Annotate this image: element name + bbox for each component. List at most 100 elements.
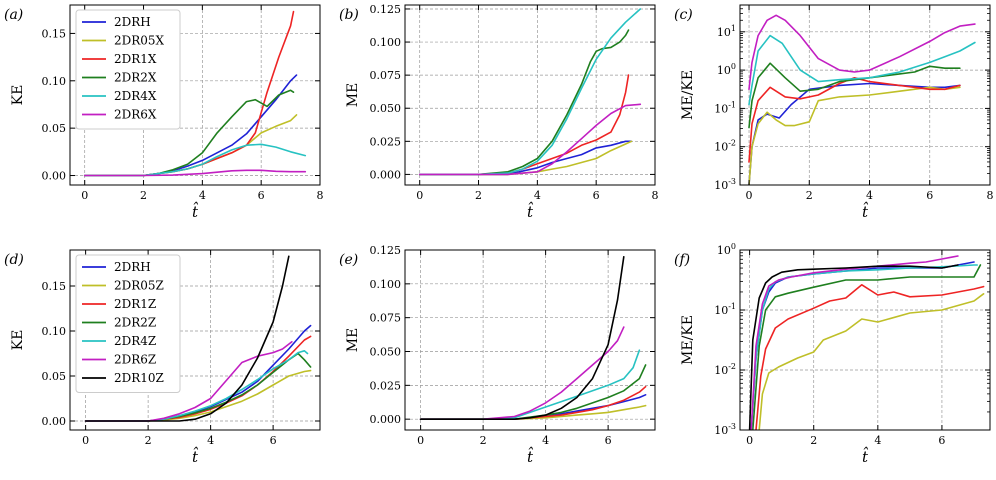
legend-entry: 2DR6X [114,108,157,122]
y-tick-label: 0.125 [370,3,402,16]
plot-frame [69,249,321,431]
legend-entry: 2DRH [114,15,151,29]
y-tick-label: 0.000 [370,168,402,181]
y-tick-label: 101 [717,24,736,39]
legend-box [75,254,181,393]
legend-entry: 2DR4Z [114,334,156,348]
x-tick-label: 6 [605,434,612,447]
series-2dr1x [748,77,961,163]
y-tick-label: 0.025 [370,135,402,148]
x-tick-label: 2 [145,434,152,447]
series-2dr10z [419,256,625,420]
series-2dr2x [418,29,630,176]
panel-label: (a) [4,7,23,23]
legend-entry: 2DR6Z [114,353,156,367]
y-axis-label: KE [10,330,26,351]
y-tick-label: 0.05 [42,122,67,135]
x-tick-label: 6 [593,189,600,202]
y-tick-label: 100 [717,62,736,77]
series-2dr05x [418,140,633,176]
y-tick-label: 10-2 [714,362,736,377]
y-tick-label: 0.00 [42,170,67,183]
panel-c: 0 2 4 6 8 10-3 10-2 10-1 100 101 ME/KE t̂ (c) [674,4,994,221]
series-2dr1z [755,284,985,430]
legend-entry: 2DR4X [114,89,157,103]
series-2dr2z [752,264,982,430]
plot-frame [69,4,321,186]
panel-label: (f) [674,252,690,268]
x-tick-label: 2 [806,189,813,202]
panel-label: (b) [339,7,359,23]
y-tick-label: 0.075 [370,312,402,325]
x-tick-label: 0 [417,434,424,447]
panel-e: 0 2 4 6 0.000 0.025 0.050 0.075 0.100 0.125 ME t̂ (e… [339,244,656,466]
x-tick-label: 6 [258,189,265,202]
y-tick-label: 0.15 [42,27,67,40]
y-tick-label: 0.100 [370,278,402,291]
y-tick-label: 10-3 [714,422,736,437]
legend-entry: 2DR05X [114,34,165,48]
y-tick-label: 0.125 [370,244,402,257]
plot-frame [404,249,656,431]
y-tick-label: 0.050 [370,346,402,359]
y-tick-label: 0.10 [42,75,67,88]
legend-entry: 2DR1X [114,52,157,66]
legend-entry: 2DR1Z [114,297,156,311]
panel-label: (e) [339,252,358,268]
x-tick-label: 6 [926,189,933,202]
legend-entry: 2DR10Z [114,371,164,385]
y-axis-label: ME/KE [680,315,696,365]
x-tick-label: 4 [199,189,206,202]
x-tick-label: 8 [652,189,659,202]
y-axis-label: ME [345,328,361,353]
x-tick-label: 2 [810,434,817,447]
x-axis-label: t̂ [527,202,534,221]
x-axis-label: t̂ [192,447,199,466]
plot-frame [739,249,991,431]
x-tick-label: 2 [475,189,482,202]
series-2dr6x [418,103,642,176]
y-axis-label: ME/KE [680,70,696,120]
y-tick-label: 10-3 [714,177,736,192]
x-axis-label: t̂ [862,447,869,466]
x-tick-label: 4 [542,434,549,447]
x-tick-label: 6 [938,434,945,447]
x-axis-label: t̂ [862,202,869,221]
x-tick-label: 4 [534,189,541,202]
legend-entry: 2DR05Z [114,279,164,293]
y-tick-label: 0.15 [42,280,67,293]
series-2dr4z [750,264,978,430]
series-2dr6x [748,14,976,91]
x-tick-label: 4 [866,189,873,202]
panel-label: (c) [674,7,693,23]
panel-label: (d) [4,252,24,268]
plot-frame [404,4,656,186]
y-tick-label: 0.100 [370,36,402,49]
series-2dr2x [748,62,961,129]
x-tick-label: 4 [207,434,214,447]
series-2drh [750,261,975,430]
series-2drh [748,82,961,185]
y-tick-label: 10-1 [714,302,736,317]
x-tick-label: 0 [746,434,753,447]
x-axis-label: t̂ [192,202,199,221]
y-axis-label: ME [345,83,361,108]
series-2dr6z [750,255,959,430]
x-tick-label: 0 [746,189,753,202]
x-tick-label: 6 [270,434,277,447]
legend-entry: 2DR2X [114,71,157,85]
y-tick-label: 10-1 [714,100,736,115]
legend-entry: 2DRH [114,260,151,274]
x-tick-label: 4 [874,434,881,447]
series-2dr4x [748,34,976,106]
x-tick-label: 0 [82,434,89,447]
legend: 2DRH 2DR05Z 2DR1Z 2DR2Z 2DR4Z 2DR6Z 2DR10Z [75,254,181,393]
series-2dr10z [748,264,959,430]
y-tick-label: 0.05 [42,370,67,383]
series-2dr6x [83,169,307,177]
series-2dr4x [418,8,642,176]
series-2dr10z [84,255,290,422]
